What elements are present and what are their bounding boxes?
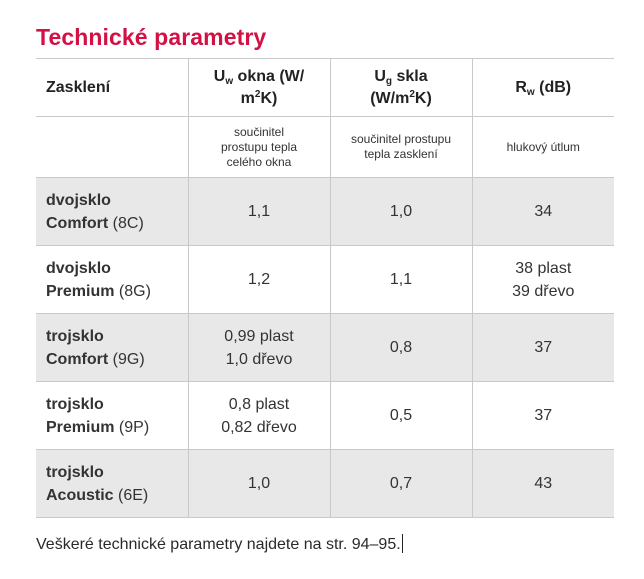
ug-value: 0,8 [329,313,473,382]
header-uw-label: okna (W/ [233,67,305,85]
uw-value: 1,1 [187,177,331,246]
ug-value: 1,1 [329,245,473,314]
parameters-table: Zasklení Uw okna (W/ m2K) Ug skla (W/m2K… [36,58,614,518]
uw-value: 1,2 [187,245,331,314]
glazing-name: dvojsklo Premium (8G) [36,245,189,314]
rw-value: 38 plast 39 dřevo [471,245,614,314]
table-row: trojsklo Comfort (9G) 0,99 plast 1,0 dřevo… [36,313,614,382]
glazing-name: trojsklo Acoustic (6E) [36,449,189,518]
header-ug-glass: Ug skla (W/m2K) [329,58,473,117]
glazing-name: trojsklo Comfort (9G) [36,313,189,382]
uw-value: 1,0 [187,449,331,518]
header-ug-unit-exponent: 2 [409,88,415,100]
uw-value: 0,99 plast 1,0 dřevo [187,313,331,382]
header-rw-symbol: R [515,78,527,96]
ug-value: 0,7 [329,449,473,518]
header-glazing: Zasklení [36,58,189,117]
table-row: trojsklo Acoustic (6E) 1,0 0,7 43 [36,449,614,518]
header-ug-unit-pre: (W/m [370,89,410,107]
subheader-uw-desc: součinitel prostupu tepla celého okna [187,116,331,178]
glazing-code: (8G) [118,282,151,300]
header-uw-subscript: w [225,75,234,87]
ug-value: 1,0 [329,177,473,246]
glazing-code: (9P) [118,418,150,436]
glazing-name: dvojsklo Comfort (8C) [36,177,189,246]
table-header-row: Zasklení Uw okna (W/ m2K) Ug skla (W/m2K… [36,58,614,117]
rw-value: 37 [471,313,614,382]
footnote[interactable]: Veškeré technické parametry najdete na s… [36,534,403,554]
rw-value: 37 [471,381,614,450]
rw-value: 34 [471,177,614,246]
text-cursor [401,534,403,553]
header-uw-unit-exponent: 2 [254,88,261,100]
header-uw-symbol: U [213,67,226,85]
header-ug-subscript: g [385,75,393,87]
uw-value: 0,8 plast 0,82 dřevo [187,381,331,450]
rw-value: 43 [471,449,614,518]
header-uw-unit-base: m [240,89,255,107]
glazing-code: (9G) [112,350,145,368]
header-rw: Rw (dB) [471,58,614,117]
glazing-code: (8C) [112,214,144,232]
header-ug-symbol: U [374,67,386,85]
ug-value: 0,5 [329,381,473,450]
header-rw-subscript: w [526,86,535,98]
subheader-rw-desc: hlukový útlum [471,116,614,178]
header-uw-unit-end: K) [260,89,278,107]
subheader-ug-desc: součinitel prostupu tepla zasklení [329,116,473,178]
table-row: dvojsklo Premium (8G) 1,2 1,1 38 plast 39 … [36,245,614,314]
glazing-name: trojsklo Premium (9P) [36,381,189,450]
glazing-code: (6E) [118,486,149,504]
header-ug-label: skla [392,67,428,85]
subheader-empty [36,116,189,178]
table-row: dvojsklo Comfort (8C) 1,1 1,0 34 [36,177,614,246]
header-ug-unit-end: K) [414,89,432,107]
page-title: Technické parametry [36,24,267,50]
header-rw-label: (dB) [534,78,572,96]
table-row: trojsklo Premium (9P) 0,8 plast 0,82 dřevo… [36,381,614,450]
table-subheader-row: součinitel prostupu tepla celého okna souč… [36,116,614,178]
footnote-text: Veškeré technické parametry najdete na s… [36,536,401,553]
header-uw-window: Uw okna (W/ m2K) [187,58,331,117]
